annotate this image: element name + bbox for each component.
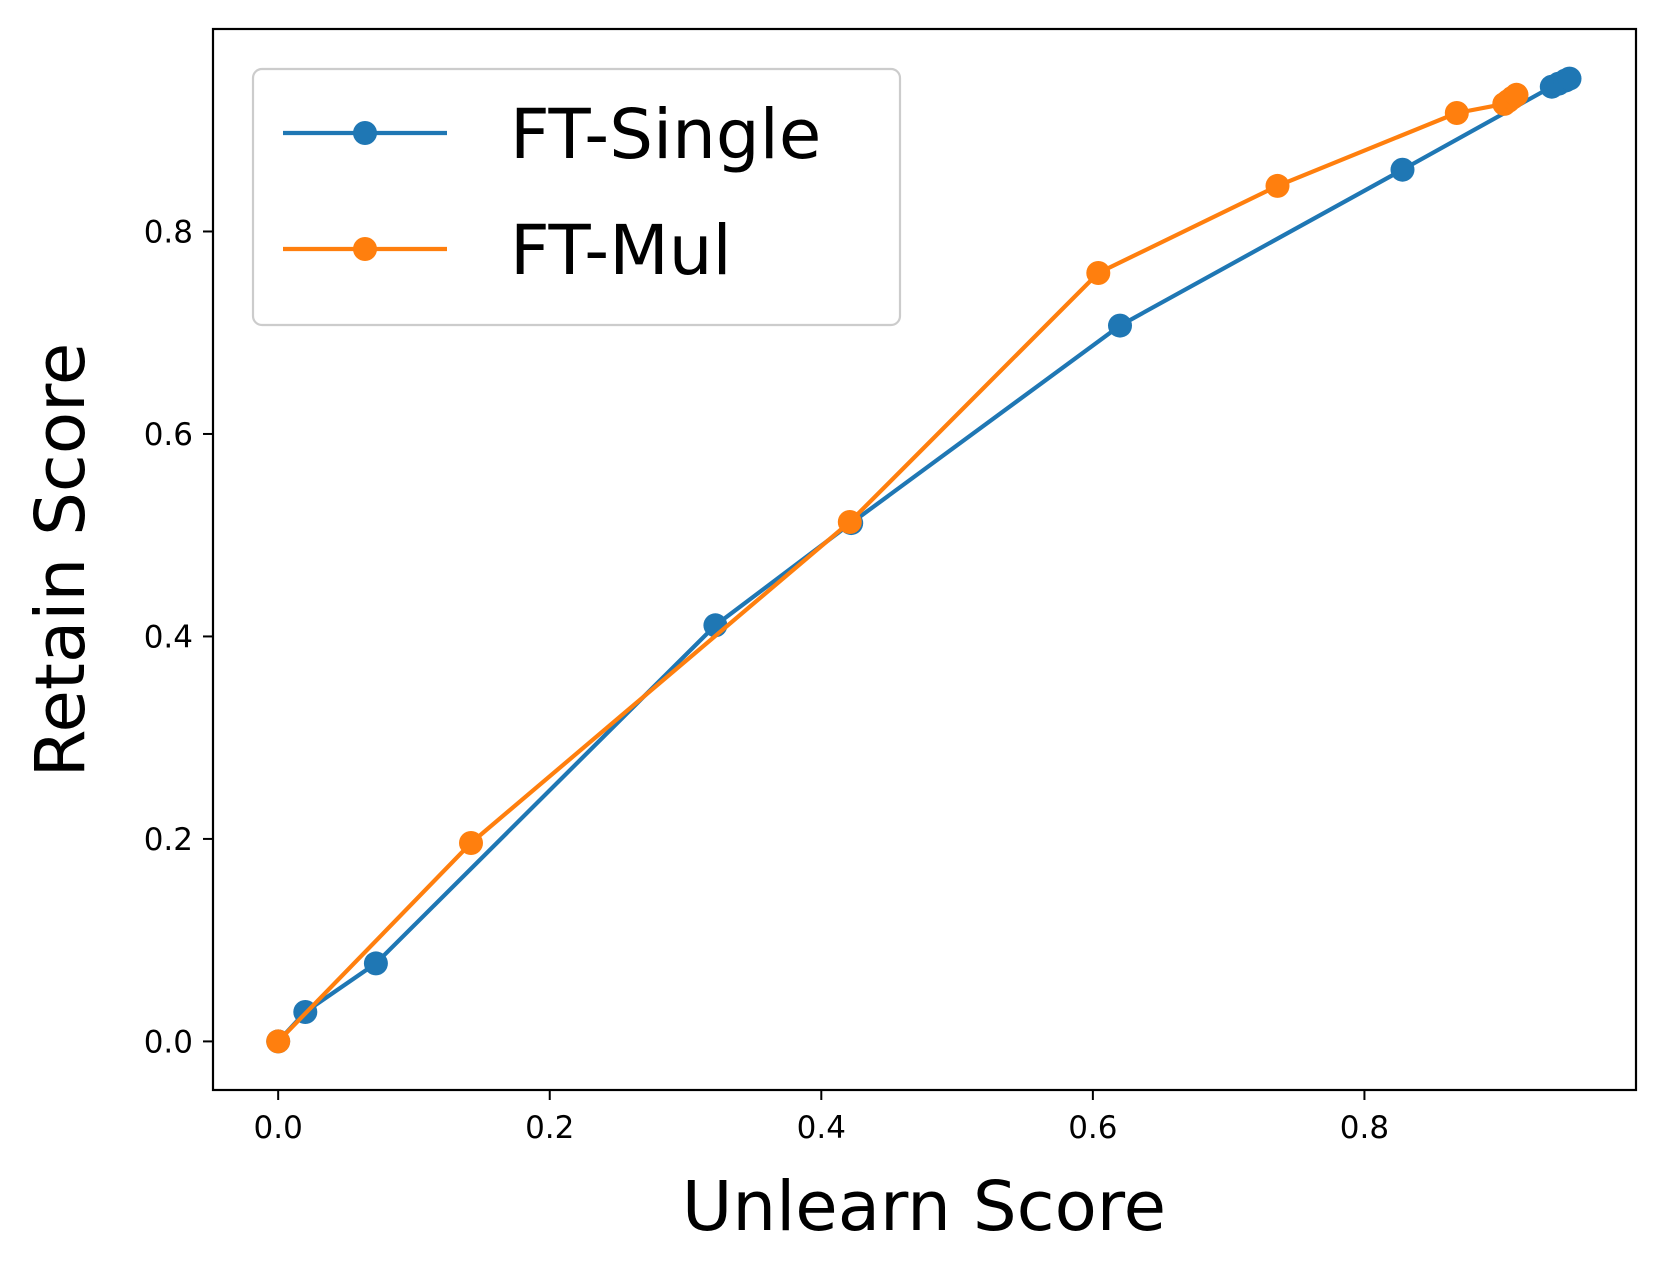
data-point-ft-single [363,951,388,976]
series-layer [266,66,1582,1054]
y-tick-label: 0.4 [144,619,193,655]
data-point-ft-single [1557,66,1582,91]
data-point-ft-mul [1265,173,1290,198]
data-point-ft-mul [266,1029,291,1054]
y-tick-label: 0.6 [144,417,193,453]
legend-label-ft-mul: FT-Mul [510,211,732,291]
x-tick-label: 0.4 [797,1110,846,1146]
x-tick-label: 0.8 [1340,1110,1389,1146]
y-tick-label: 0.8 [144,214,193,250]
data-point-ft-single [1108,313,1132,338]
data-point-ft-mul [1086,261,1111,285]
series-ft-mul [266,82,1529,1054]
y-tick-label: 0.2 [144,822,193,858]
x-tick-label: 0.6 [1068,1110,1117,1146]
x-tick-label: 0.0 [254,1110,303,1146]
data-point-ft-mul [1504,82,1529,107]
x-tick-label: 0.2 [525,1110,574,1146]
plot-frame [211,27,1638,1092]
y-axis-title: Retain Score [21,343,101,778]
data-point-ft-mul [837,510,862,534]
legend: FT-Single FT-Mul [251,67,902,327]
legend-label-ft-single: FT-Single [510,95,821,175]
legend-marker-ft-mul [353,237,377,261]
y-axis-ticks: 0.0 0.2 0.4 0.6 0.8 [144,214,213,1060]
data-point-ft-mul [459,831,483,855]
y-tick-label: 0.0 [144,1024,193,1060]
x-axis-ticks: 0.0 0.2 0.4 0.6 0.8 [254,1090,1389,1146]
legend-marker-ft-single [353,121,377,145]
data-point-ft-single [1390,157,1415,182]
data-point-ft-mul [1444,101,1469,125]
x-axis-title: Unlearn Score [682,1167,1166,1247]
